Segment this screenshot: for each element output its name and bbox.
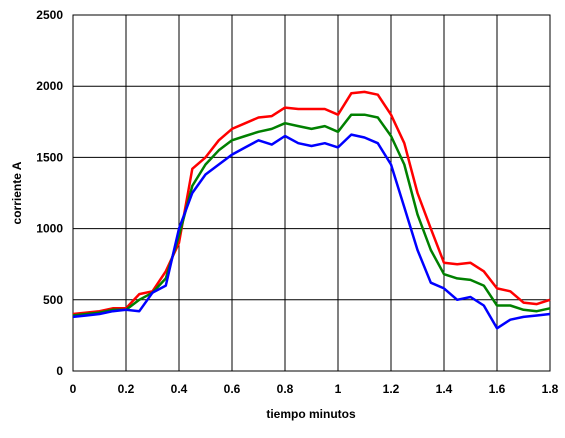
x-tick-label: 0.8	[277, 382, 294, 396]
x-tick-label: 1.2	[383, 382, 400, 396]
y-tick-label: 1000	[36, 222, 63, 236]
y-tick-label: 1500	[36, 150, 63, 164]
series-line	[72, 133, 551, 330]
x-tick-label: 1.4	[436, 382, 453, 396]
y-axis-label: corriente A	[10, 161, 24, 224]
x-tick-label: 1.6	[489, 382, 506, 396]
y-tick-label: 2500	[36, 8, 63, 22]
x-tick-label: 0.6	[224, 382, 241, 396]
x-tick-label: 0.4	[171, 382, 188, 396]
x-tick-label: 0.2	[118, 382, 135, 396]
x-tick-label: 1	[335, 382, 342, 396]
y-tick-label: 500	[43, 293, 63, 307]
x-axis-label: tiempo minutos	[266, 407, 356, 421]
plot-border	[72, 14, 551, 372]
x-tick-label: 1.8	[542, 382, 559, 396]
x-tick-label: 0	[70, 382, 77, 396]
y-tick-label: 0	[56, 364, 63, 378]
y-tick-label: 2000	[36, 79, 63, 93]
series-line	[72, 90, 551, 316]
